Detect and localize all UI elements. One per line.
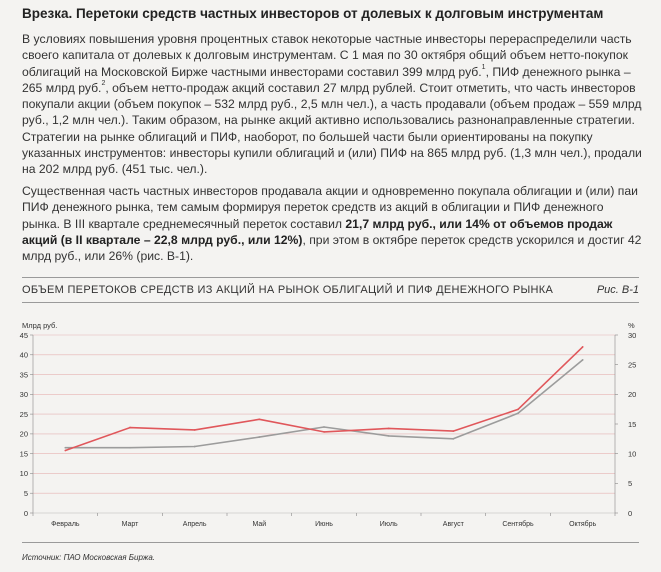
x-tick-label: Апрель bbox=[183, 521, 207, 528]
x-tick-label: Август bbox=[443, 521, 465, 528]
y-right-tick-label: 20 bbox=[628, 390, 636, 399]
y-left-tick-label: 25 bbox=[20, 410, 28, 419]
data-point bbox=[323, 431, 325, 433]
y-left-tick-label: 0 bbox=[24, 509, 28, 518]
data-point bbox=[452, 437, 455, 440]
x-tick-label: Сентябрь bbox=[502, 520, 534, 528]
y-right-tick-label: 0 bbox=[628, 509, 632, 518]
y-left-tick-label: 45 bbox=[20, 331, 28, 340]
footnote-1[interactable]: 1 bbox=[481, 63, 486, 71]
y-left-tick-label: 30 bbox=[20, 390, 28, 399]
data-point bbox=[193, 445, 196, 448]
source-note: Источник: ПАО Московская Биржа. bbox=[22, 553, 155, 562]
data-point bbox=[452, 430, 455, 433]
y-right-tick-label: 5 bbox=[628, 479, 632, 488]
x-tick-label: Октябрь bbox=[569, 520, 596, 528]
data-point bbox=[258, 418, 261, 421]
y-right-tick-label: 25 bbox=[628, 360, 636, 369]
y-left-tick-label: 20 bbox=[20, 430, 28, 439]
y-left-tick-label: 10 bbox=[20, 469, 28, 478]
p2-text-2: , при этом в октябре переток средств уск… bbox=[22, 232, 642, 264]
p2-text-1: Существенная часть частных инвесторов пр… bbox=[22, 184, 638, 231]
paragraph-1: В условиях повышения уровня процентных с… bbox=[22, 31, 644, 178]
y-right-tick-label: 15 bbox=[628, 420, 636, 429]
y-left-tick-label: 40 bbox=[20, 351, 28, 360]
data-point bbox=[581, 359, 584, 361]
p2-bold-text: 21,7 млрд руб., или 14% от объемов прода… bbox=[22, 216, 613, 247]
y-right-unit: % bbox=[628, 321, 635, 330]
figure-label: Рис. В-1 bbox=[596, 284, 639, 296]
box-title: Врезка. Перетоки средств частных инвесто… bbox=[22, 6, 604, 21]
x-tick-label: Июнь bbox=[315, 521, 333, 528]
chart-title: ОБЪЕМ ПЕРЕТОКОВ СРЕДСТВ ИЗ АКЦИЙ НА РЫНО… bbox=[22, 284, 554, 296]
paragraph-2: Существенная часть частных инвесторов пр… bbox=[22, 183, 644, 264]
x-tick-label: Июль bbox=[380, 521, 398, 528]
data-point bbox=[517, 408, 519, 411]
data-point bbox=[129, 446, 131, 449]
x-tick-label: Май bbox=[252, 520, 266, 528]
line-chart: Млрд руб. % 0 5 10 15 20 25 30 35 40 45 0 5 10 15 20 2… bbox=[20, 321, 637, 528]
y-left-tick-label: 35 bbox=[20, 370, 28, 379]
x-tick-label: Февраль bbox=[51, 521, 80, 528]
series-line-volume bbox=[65, 346, 584, 452]
data-point bbox=[64, 449, 67, 452]
y-right-tick-label: 30 bbox=[628, 331, 636, 340]
y-right-tick-label: 10 bbox=[628, 449, 636, 458]
data-point bbox=[581, 345, 584, 348]
data-point bbox=[323, 426, 325, 428]
p1-text-3: , объем нетто-продаж акций составил 27 м… bbox=[22, 80, 642, 177]
data-point bbox=[517, 412, 519, 415]
footnote-2[interactable]: 2 bbox=[101, 79, 106, 87]
data-point bbox=[193, 429, 196, 431]
p1-text-2: , ПИФ денежного рынка – 265 млрд руб. bbox=[22, 64, 631, 95]
y-left-tick-label: 5 bbox=[24, 489, 28, 498]
data-point bbox=[129, 426, 131, 429]
y-left-unit: Млрд руб. bbox=[22, 321, 57, 330]
p1-text-1: В условиях повышения уровня процентных с… bbox=[22, 32, 632, 79]
x-tick-label: Март bbox=[122, 521, 140, 528]
chart-top-rule bbox=[22, 277, 639, 278]
data-point bbox=[64, 446, 67, 449]
data-point bbox=[387, 434, 390, 437]
data-point bbox=[258, 436, 261, 438]
y-left-tick-label: 15 bbox=[20, 449, 28, 458]
series-line-share-percent bbox=[65, 359, 584, 449]
data-point bbox=[387, 427, 390, 430]
chart-title-rule bbox=[22, 302, 639, 303]
chart-bottom-rule bbox=[22, 542, 639, 543]
